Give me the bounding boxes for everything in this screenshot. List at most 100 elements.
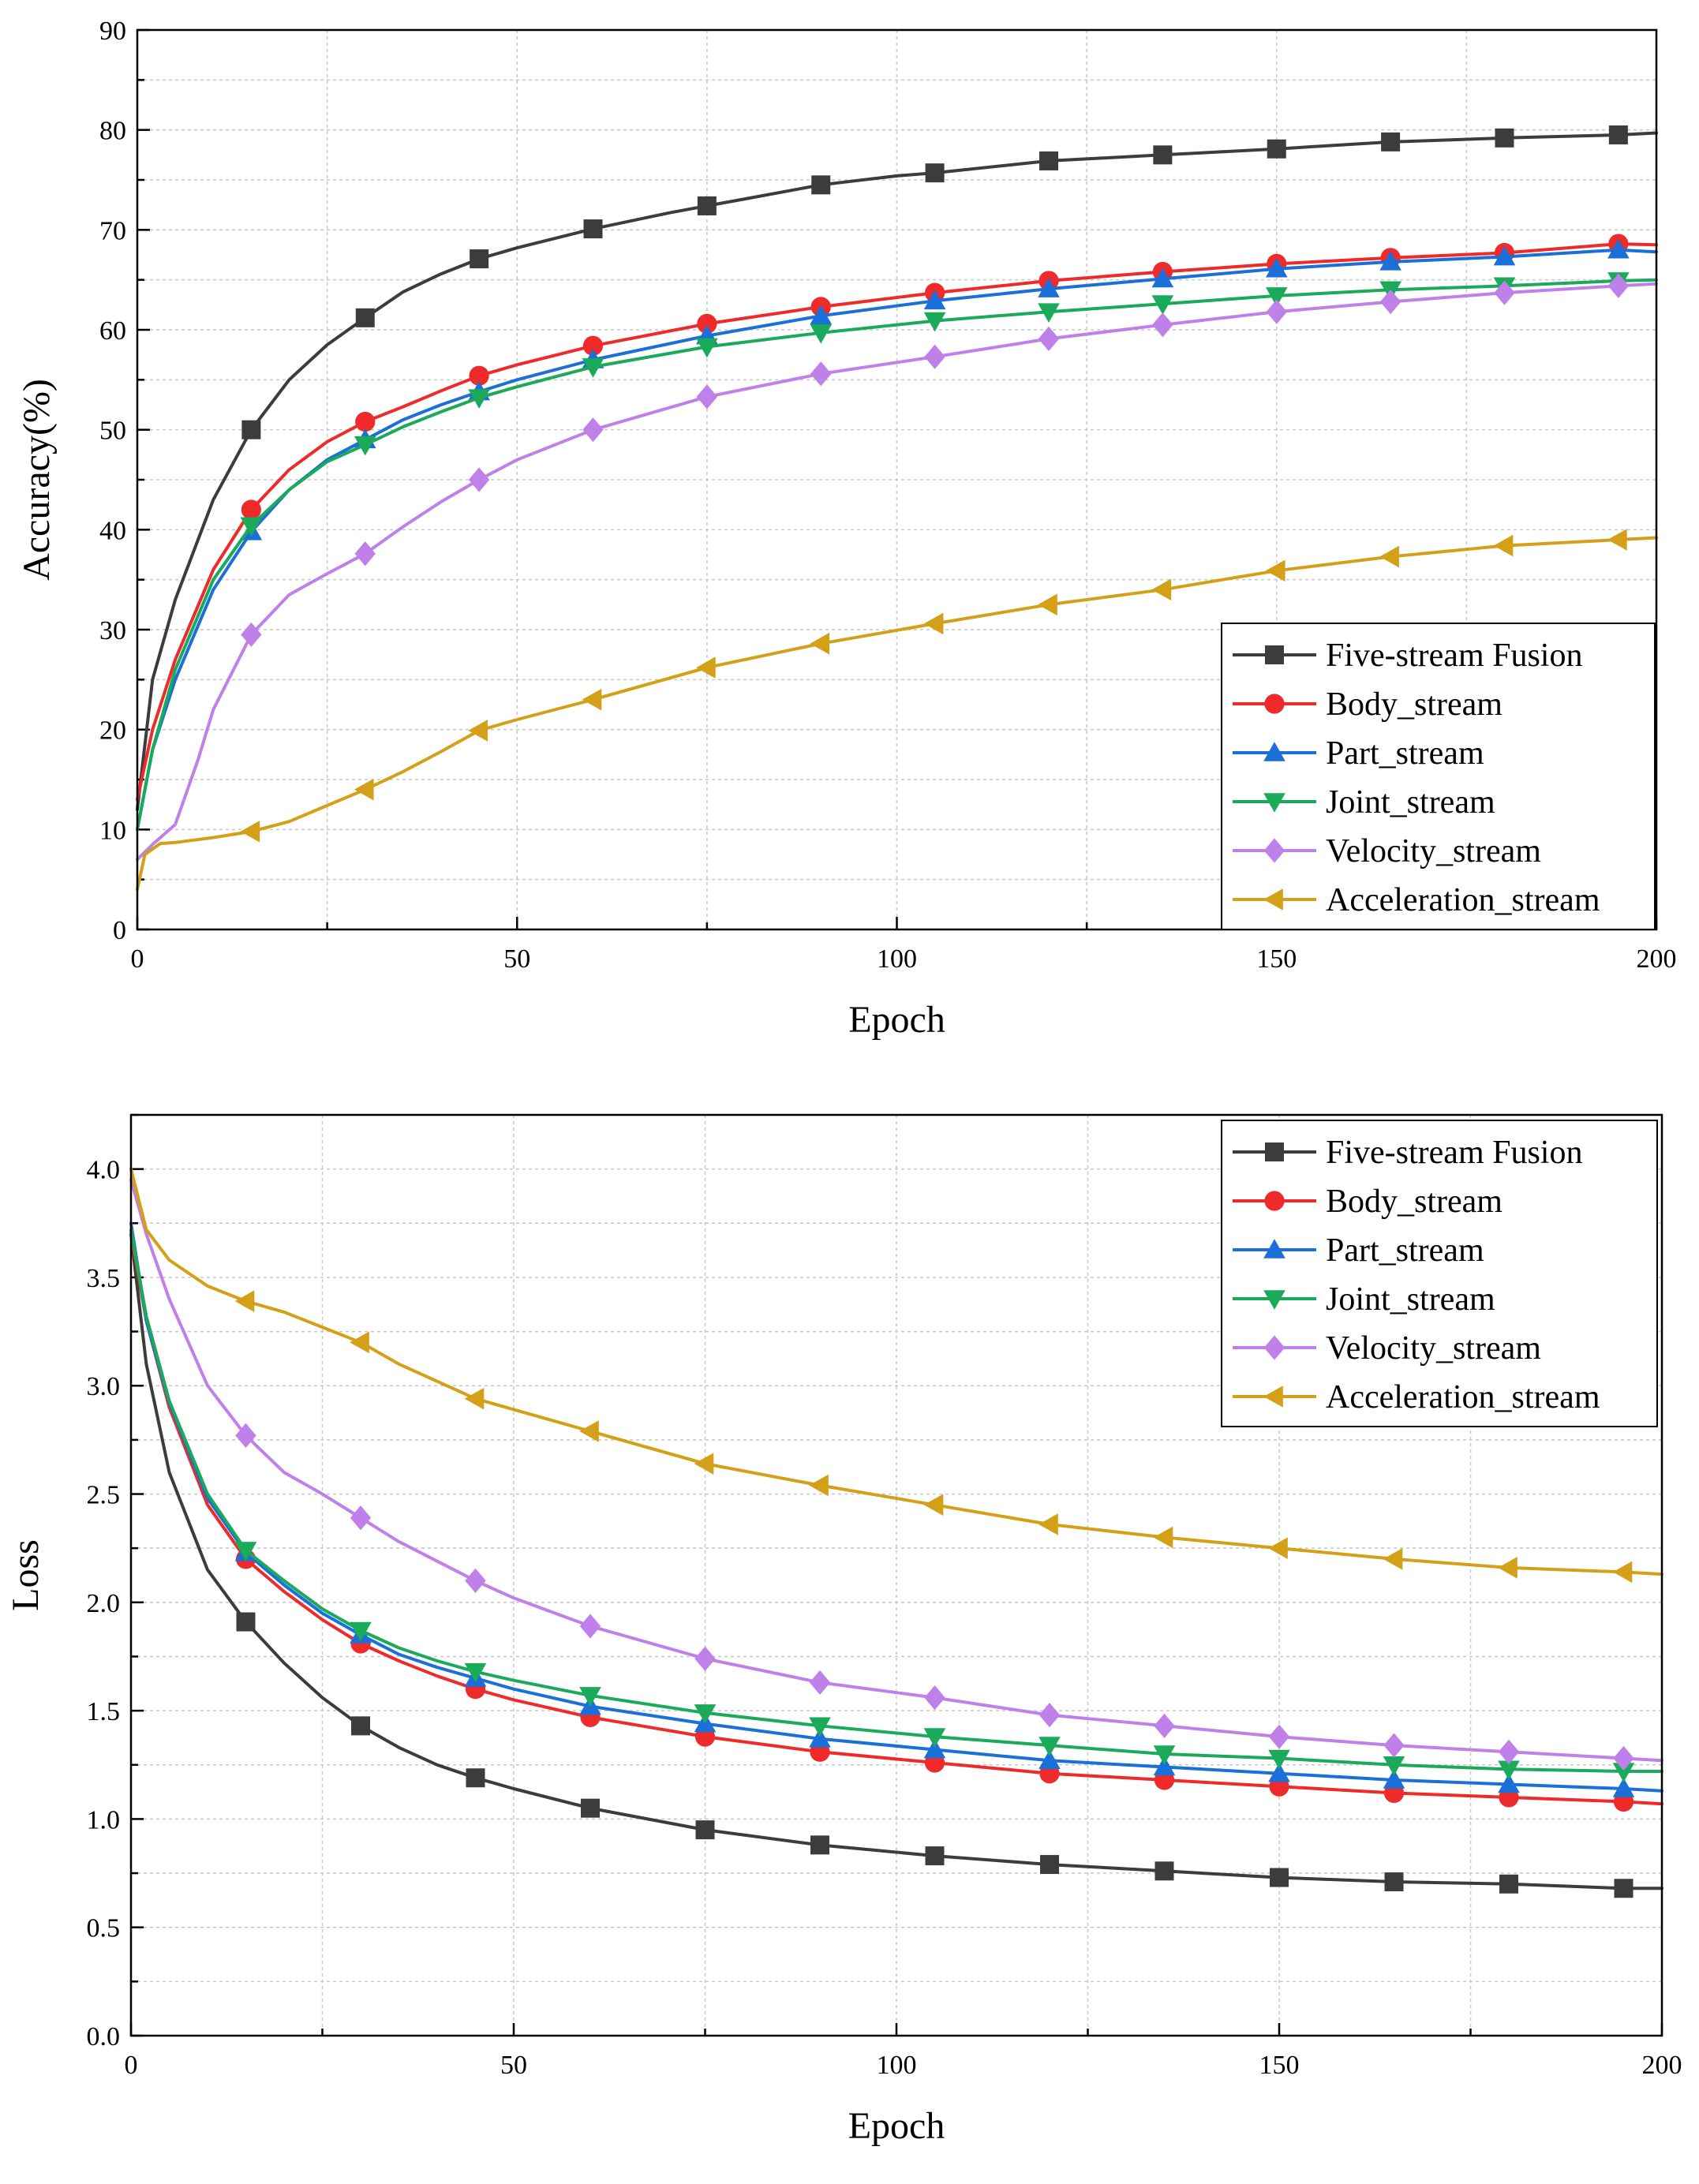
data-point-velocity-stream <box>1498 1739 1520 1764</box>
data-point-velocity-stream <box>468 467 490 492</box>
series-line-five-stream-fusion <box>129 1232 1663 1890</box>
series-line-acceleration-stream <box>129 1167 1663 1576</box>
data-point-part-stream <box>1151 267 1174 288</box>
legend-item-five-stream-fusion: Five-stream Fusion <box>1233 638 1582 674</box>
data-point-five-stream-fusion <box>1495 128 1514 148</box>
data-point-joint-stream <box>1268 1749 1290 1770</box>
legend-box <box>1221 1120 1658 1427</box>
data-point-acceleration-stream <box>1153 1526 1173 1549</box>
x-tick-label: 0 <box>131 944 144 974</box>
data-point-joint-stream <box>1038 1737 1061 1756</box>
legend-label: Five-stream Fusion <box>1326 1135 1582 1171</box>
data-point-part-stream <box>1038 1749 1061 1770</box>
x-tick-label: 200 <box>1642 2051 1682 2080</box>
data-point-part-stream <box>1265 257 1288 278</box>
chart-1: 0 50 100 150 200 0 10 20 30 40 50 60 70 80 90 Epoch Accu… <box>16 17 1677 1041</box>
legend-label: Acceleration_stream <box>1326 1379 1600 1415</box>
x-tick-label: 150 <box>1259 2051 1300 2080</box>
data-point-joint-stream <box>1612 1763 1635 1782</box>
y-tick-label: 3.5 <box>87 1264 121 1293</box>
data-point-velocity-stream <box>1266 299 1287 324</box>
legend-box <box>1221 623 1656 930</box>
data-point-joint-stream <box>464 1662 487 1683</box>
data-point-part-stream <box>1038 278 1060 297</box>
legend-item-velocity-stream: Velocity_stream <box>1233 1330 1541 1367</box>
legend-marker <box>1263 742 1285 761</box>
series-line-joint-stream <box>129 1228 1663 1773</box>
data-point-joint-stream <box>1038 303 1060 323</box>
data-point-joint-stream <box>1151 295 1174 315</box>
data-point-acceleration-stream <box>1612 1561 1633 1584</box>
series-body-stream <box>136 234 1658 802</box>
data-point-part-stream <box>1498 1773 1520 1793</box>
data-point-part-stream <box>1607 238 1630 259</box>
data-point-velocity-stream <box>1038 326 1060 351</box>
data-point-joint-stream <box>354 436 376 456</box>
data-point-acceleration-stream <box>1498 1557 1517 1579</box>
y-tick-label: 1.5 <box>87 1697 121 1726</box>
legend-item-velocity-stream: Velocity_stream <box>1233 833 1541 869</box>
y-tick-label: 0 <box>113 916 126 945</box>
legend-label: Five-stream Fusion <box>1326 638 1582 674</box>
legend-item-part-stream: Part_stream <box>1233 735 1484 772</box>
legend-item-five-stream-fusion: Five-stream Fusion <box>1233 1135 1582 1171</box>
series-line-body-stream <box>129 1232 1663 1806</box>
legend-label: Part_stream <box>1326 735 1484 772</box>
data-point-velocity-stream <box>810 361 832 387</box>
data-point-velocity-stream <box>465 1568 486 1593</box>
y-tick-label: 60 <box>99 316 126 346</box>
y-tick-label: 40 <box>99 516 126 545</box>
data-point-acceleration-stream <box>694 1453 714 1475</box>
data-point-velocity-stream <box>696 384 718 410</box>
data-point-acceleration-stream <box>1038 593 1057 616</box>
data-point-joint-stream <box>240 517 263 537</box>
data-point-five-stream-fusion <box>810 1835 829 1855</box>
legend-label: Velocity_stream <box>1326 1330 1541 1367</box>
x-tick-label: 50 <box>500 2051 527 2080</box>
data-point-velocity-stream <box>354 541 376 567</box>
legend-label: Part_stream <box>1326 1232 1484 1269</box>
data-point-acceleration-stream <box>696 656 716 679</box>
legend-marker <box>1263 838 1285 863</box>
data-point-part-stream <box>1379 251 1401 271</box>
legend-marker <box>1264 1191 1285 1211</box>
series-velocity-stream <box>129 1178 1663 1771</box>
data-point-five-stream-fusion <box>925 163 945 183</box>
y-tick-label: 80 <box>99 117 126 146</box>
data-point-five-stream-fusion <box>466 1768 485 1788</box>
data-point-acceleration-stream <box>1151 578 1172 601</box>
data-point-body-stream <box>469 365 489 386</box>
series-five-stream-fusion <box>136 125 1658 811</box>
legend-marker <box>1265 1142 1284 1161</box>
data-point-velocity-stream <box>1607 273 1630 298</box>
data-point-joint-stream <box>809 1717 831 1737</box>
data-point-acceleration-stream <box>350 1331 369 1354</box>
series-velocity-stream <box>136 273 1658 862</box>
data-point-body-stream <box>355 411 376 432</box>
x-tick-label: 150 <box>1256 944 1297 974</box>
series-line-part-stream <box>136 248 1658 832</box>
x-tick-label: 200 <box>1637 944 1677 974</box>
plot-frame <box>136 28 1658 931</box>
legend-label: Acceleration_stream <box>1326 882 1600 918</box>
y-tick-label: 20 <box>99 716 126 746</box>
data-point-velocity-stream <box>579 1614 601 1639</box>
legend-marker <box>1263 1335 1285 1360</box>
data-point-velocity-stream <box>924 1685 945 1711</box>
data-point-velocity-stream <box>1613 1745 1634 1771</box>
data-point-joint-stream <box>234 1542 257 1561</box>
data-point-part-stream <box>1153 1756 1176 1776</box>
data-point-body-stream <box>241 499 261 520</box>
y-tick-label: 3.0 <box>87 1372 121 1401</box>
legend-label: Joint_stream <box>1326 784 1495 821</box>
data-point-five-stream-fusion <box>811 175 831 195</box>
data-point-acceleration-stream <box>468 720 488 742</box>
series-group <box>136 125 1658 892</box>
data-point-acceleration-stream <box>1265 559 1285 582</box>
data-point-part-stream <box>923 290 946 310</box>
data-point-velocity-stream <box>1154 1713 1175 1738</box>
data-point-velocity-stream <box>1268 1724 1290 1749</box>
data-point-acceleration-stream <box>1379 545 1399 568</box>
data-point-five-stream-fusion <box>1381 132 1401 151</box>
legend-label: Body_stream <box>1326 1184 1503 1220</box>
